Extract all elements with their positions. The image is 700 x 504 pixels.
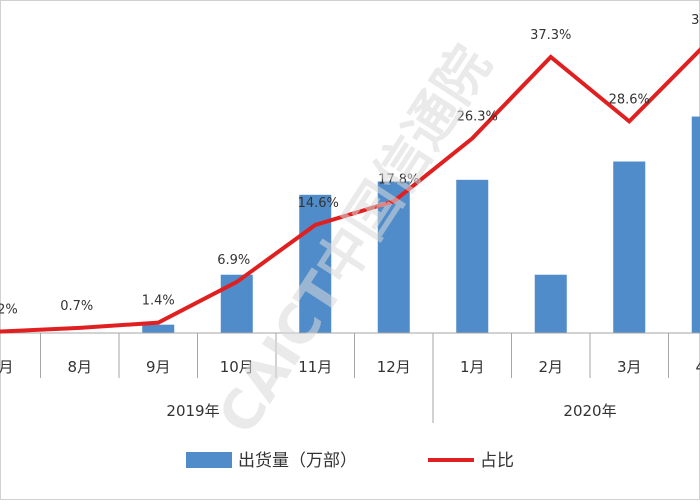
bar [691,116,700,333]
legend-swatch-bar [186,452,232,468]
data-label: 26.3% [457,109,498,124]
year-label: 2019年 [166,402,219,420]
x-tick-label: 7月 [0,358,14,376]
bar [220,274,253,333]
x-tick-label: 3月 [617,358,642,376]
line-series-share [0,47,700,334]
bar [456,179,489,333]
x-tick-label: 10月 [220,358,254,376]
bar [377,181,410,333]
x-tick-label: 9月 [146,358,171,376]
x-tick-label: 11月 [298,358,332,376]
data-label: 0.7% [60,299,93,314]
data-label: 1.4% [142,294,175,309]
data-label: 6.9% [217,253,250,268]
bar [142,324,175,333]
x-tick-label: 1月 [460,358,485,376]
x-tick-label: 2月 [538,358,563,376]
data-label: 28.6% [609,92,650,107]
data-label: 0.2% [0,303,18,318]
legend-label-line: 占比 [480,451,514,471]
data-label: 14.6% [298,196,339,211]
legend-label-bar: 出货量（万部） [238,451,357,471]
data-label: 37.3% [530,28,571,43]
bar [613,161,646,333]
x-tick-label: 8月 [67,358,92,376]
bar [534,274,567,333]
bar [299,194,332,333]
x-tick-label: 4月 [695,358,700,376]
data-label: 39.3% [691,13,700,28]
year-label: 2020年 [563,402,616,420]
x-tick-label: 12月 [377,358,411,376]
data-label: 17.8% [378,172,419,187]
